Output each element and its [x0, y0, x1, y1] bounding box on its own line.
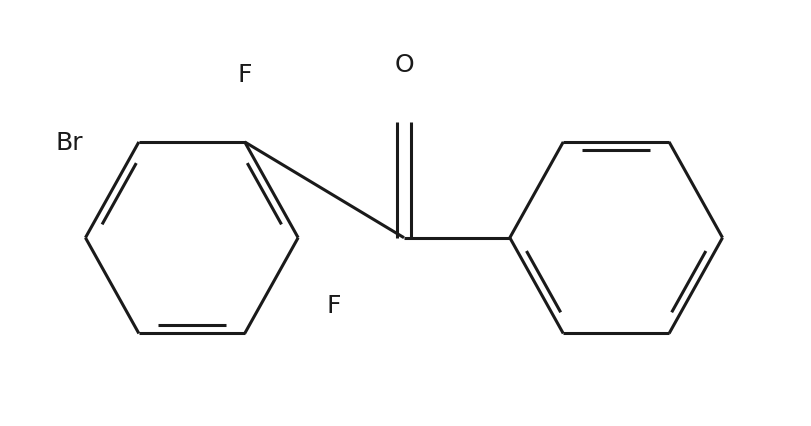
Text: F: F	[326, 294, 341, 317]
Text: O: O	[393, 53, 414, 77]
Text: F: F	[237, 63, 251, 87]
Text: Br: Br	[56, 131, 84, 155]
